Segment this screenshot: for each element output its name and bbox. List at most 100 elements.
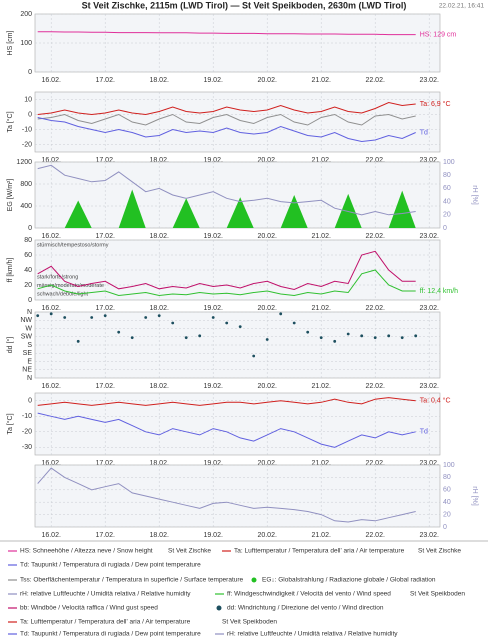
x-tick-label: 18.02. [149,157,169,164]
x-tick-label: 23.02. [419,305,439,312]
y-tick-label: N [27,309,32,316]
dot [63,316,67,319]
chart-title: St Veit Zischke, 2115m (LWD Tirol) — St … [82,0,407,10]
y-tick-label: 0 [28,297,32,304]
area [37,189,416,228]
x-tick-label: 23.02. [419,233,439,240]
end-label: Ta: 0,4 °C [420,397,451,405]
legend-symbol [216,605,222,611]
x-tick-label: 16.02. [41,532,61,539]
x-tick-label: 21.02. [311,305,331,312]
y-tick-label: -20 [22,429,32,436]
y-tick-label: 60 [443,487,451,494]
x-tick-label: 20.02. [257,532,277,539]
legend-label: rH: relative Luftfeuchte / Umidità relat… [20,591,191,598]
y-tick-label: -10 [22,413,32,420]
x-tick-label: 18.02. [149,77,169,84]
y-tick-label: 0 [28,111,32,118]
y-tick-label: 40 [24,267,32,274]
x-tick-label: 22.02. [365,305,385,312]
y-tick-label: 0 [443,524,447,531]
dot [414,334,418,338]
y-tick-label: 1200 [16,159,32,166]
band-label: stark/forte/strong [37,275,78,281]
station-label: St Veit Speikboden [222,619,277,626]
y-tick-label: 80 [443,474,451,481]
dot [319,336,323,340]
dot [90,316,94,319]
y-axis-label: ff [km/h] [7,258,14,283]
x-tick-label: 20.02. [257,77,277,84]
x-tick-label: 16.02. [41,383,61,390]
x-tick-label: 16.02. [41,233,61,240]
x-tick-label: 18.02. [149,305,169,312]
y-tick-label: 400 [20,203,32,210]
legend-label: bb: Windböe / Velocità raffica / Wind gu… [20,605,158,612]
y-tick-label: SE [23,350,33,357]
y-tick-label: 0 [28,225,32,232]
dot [387,334,391,338]
x-tick-label: 20.02. [257,460,277,467]
x-tick-label: 21.02. [311,383,331,390]
y-tick-label: 100 [20,40,32,47]
x-tick-label: 21.02. [311,233,331,240]
y-tick-label: SW [21,334,33,341]
y-tick-label: 60 [443,185,451,192]
dot [333,339,337,343]
x-tick-label: 22.02. [365,157,385,164]
dot [117,330,121,334]
line [37,412,416,448]
y-axis-label: Ta [°C] [6,111,14,132]
dot [198,334,202,338]
y-tick-label: 20 [24,282,32,289]
x-tick-label: 21.02. [311,157,331,164]
dot [144,316,148,319]
x-tick-label: 22.02. [365,532,385,539]
dot [400,336,404,340]
x-tick-label: 17.02. [95,383,115,390]
y-tick-label: 0 [443,225,447,232]
band-label: schwach/debole/light [37,291,89,297]
line [37,101,416,116]
y-tick-label: 100 [443,159,455,166]
y-tick-label: W [25,325,32,332]
legend-label: dd: Windrichtung / Direzione del vento /… [227,605,384,612]
dot [238,325,242,329]
y-tick-label: E [27,358,32,365]
y-tick-label: 20 [443,511,451,518]
x-tick-label: 20.02. [257,233,277,240]
line [37,113,416,126]
end-label: HS: 129 cm [420,31,457,38]
dot [292,321,296,325]
legend-symbol [251,577,257,583]
legend-label: Tss: Oberflächentemperatur / Temperatura… [20,577,244,584]
plot-area [34,91,441,153]
dot [36,314,40,318]
plot-area [34,392,441,456]
x-tick-label: 21.02. [311,532,331,539]
x-tick-label: 19.02. [203,460,223,467]
line [37,250,416,291]
legend-label: ff: Windgeschwindigkeit / Velocità del v… [227,591,391,598]
line [37,269,416,297]
y-tick-label: 40 [443,198,451,205]
y-tick-label: 60 [24,252,32,259]
legend-label: rH: relative Luftfeuchte / Umidità relat… [227,631,398,638]
station-label: St Veit Zischke [168,548,211,555]
x-tick-label: 17.02. [95,532,115,539]
dot [306,330,310,334]
end-label: Td [420,429,428,436]
y-tick-label: -30 [22,444,32,451]
dot [157,314,161,318]
plot-area [34,464,441,528]
x-tick-label: 19.02. [203,157,223,164]
x-tick-label: 23.02. [419,532,439,539]
x-tick-label: 19.02. [203,532,223,539]
x-tick-label: 18.02. [149,532,169,539]
y-tick-label: 0 [28,398,32,405]
x-tick-label: 20.02. [257,157,277,164]
y-tick-label: 0 [28,69,32,76]
x-tick-label: 23.02. [419,77,439,84]
y-tick-label: 800 [20,181,32,188]
